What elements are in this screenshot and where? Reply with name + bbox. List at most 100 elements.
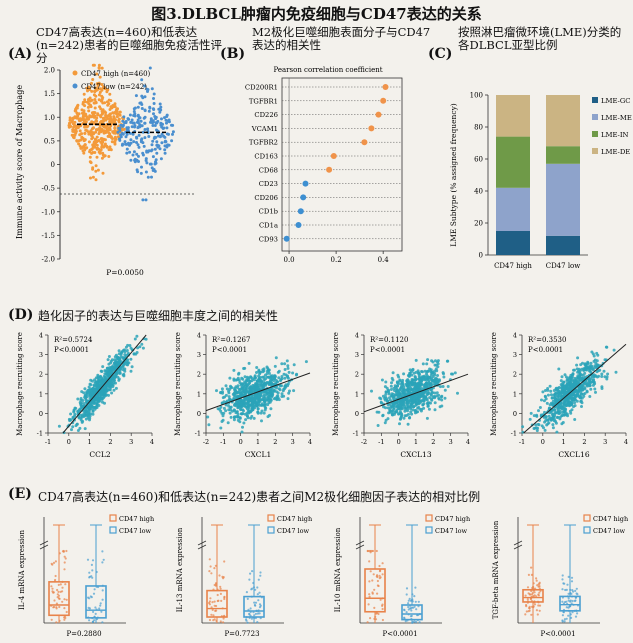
scatter-point — [426, 401, 430, 405]
scatter-point — [546, 387, 550, 390]
scatter-point — [113, 375, 117, 379]
scatter-point — [548, 403, 552, 407]
box-plot-4: CD47 high CD47 low TGF-beta mRNA expressio… — [492, 514, 628, 638]
box-point — [403, 609, 406, 612]
point-high — [73, 123, 77, 127]
point-low — [135, 136, 139, 140]
panel-c-tick-label: 60 — [474, 156, 483, 164]
box-point — [253, 603, 256, 607]
scatter-point — [87, 385, 91, 389]
scatter-point — [83, 393, 87, 397]
scatter-point — [88, 414, 92, 418]
scatter-point — [390, 381, 393, 385]
point-high — [101, 108, 105, 112]
point-low — [138, 116, 142, 120]
scatter-point — [256, 400, 260, 404]
scatter-point — [103, 375, 107, 379]
point-low — [151, 107, 155, 111]
point-low — [158, 102, 162, 106]
box-point — [102, 558, 105, 561]
scatter-point — [82, 414, 86, 418]
regression-line — [363, 373, 469, 413]
scatter-point — [422, 391, 426, 395]
scatter-point — [286, 366, 290, 370]
point-low — [170, 123, 173, 127]
point-low — [140, 107, 144, 110]
box-point — [58, 605, 61, 609]
scatter-point — [534, 423, 538, 427]
point-low — [150, 175, 153, 179]
point-low — [163, 148, 167, 152]
y-tick-label: 0 — [513, 410, 517, 418]
scatter-point — [94, 397, 98, 401]
scatter-point — [294, 373, 298, 377]
point-high — [95, 155, 99, 159]
y-label: Macrophage recruiting score — [174, 332, 182, 436]
scatter-point — [103, 401, 106, 405]
point-low — [143, 128, 147, 131]
scatter-point — [569, 411, 573, 415]
scatter-point — [583, 371, 587, 375]
point-low — [133, 114, 137, 118]
scatter-point — [573, 393, 577, 397]
box-point — [524, 594, 527, 597]
scatter-point — [419, 381, 423, 385]
box-point — [88, 619, 91, 622]
box-point — [570, 592, 573, 595]
axis-break — [197, 540, 207, 546]
scatter-point — [116, 360, 120, 364]
legend-label: LME-ME — [601, 114, 632, 122]
scatter-point — [94, 376, 98, 380]
scatter-point — [413, 409, 417, 413]
scatter-point — [439, 385, 442, 389]
box-point — [407, 599, 410, 602]
correlation-dot — [375, 111, 382, 118]
scatter-point — [600, 372, 604, 376]
scatter-point — [552, 389, 556, 392]
panel-c-tick-label: 80 — [474, 124, 483, 132]
point-high — [93, 90, 97, 94]
point-high — [68, 116, 72, 120]
box-point — [567, 592, 570, 595]
scatter-point — [545, 401, 549, 405]
point-high — [91, 111, 95, 115]
box-point — [216, 593, 219, 597]
box-point — [246, 621, 249, 624]
scatter-point — [606, 372, 610, 376]
box-point — [88, 575, 92, 578]
point-high — [93, 137, 97, 141]
panel-a-mean-lines — [77, 123, 166, 134]
box-point — [51, 587, 54, 590]
box-point — [417, 600, 420, 603]
point-low — [128, 113, 132, 117]
scatter-point — [88, 402, 92, 406]
scatter-point — [549, 393, 553, 397]
box-point — [54, 560, 58, 563]
box-point — [55, 606, 58, 609]
scatter-point — [233, 387, 237, 390]
axis-break — [513, 540, 523, 546]
scatter-point — [612, 348, 616, 352]
scatter-point — [232, 377, 236, 381]
panel-b-axis-title: Pearson correlation coefficient — [273, 66, 382, 74]
scatter-point — [78, 407, 82, 411]
scatter-point — [578, 395, 582, 399]
y-tick-label: 2 — [513, 371, 517, 379]
box-point — [100, 610, 103, 613]
scatter-point — [535, 429, 539, 433]
scatter-point — [207, 423, 211, 427]
box-point — [208, 570, 211, 573]
box-point — [101, 561, 104, 564]
gene-label: CD200R1 — [245, 84, 278, 92]
scatter-point — [76, 397, 80, 401]
point-high — [83, 131, 87, 135]
point-high — [72, 116, 76, 120]
scatter-point — [215, 389, 218, 393]
panel-a-pvalue: P=0.0050 — [106, 268, 144, 277]
panel-a-tick-label: 1.0 — [44, 114, 55, 122]
point-high — [88, 155, 92, 159]
scatter-point — [532, 427, 536, 430]
scatter-point — [379, 400, 383, 404]
scatter-point — [569, 386, 573, 390]
scatter-point — [266, 403, 270, 407]
